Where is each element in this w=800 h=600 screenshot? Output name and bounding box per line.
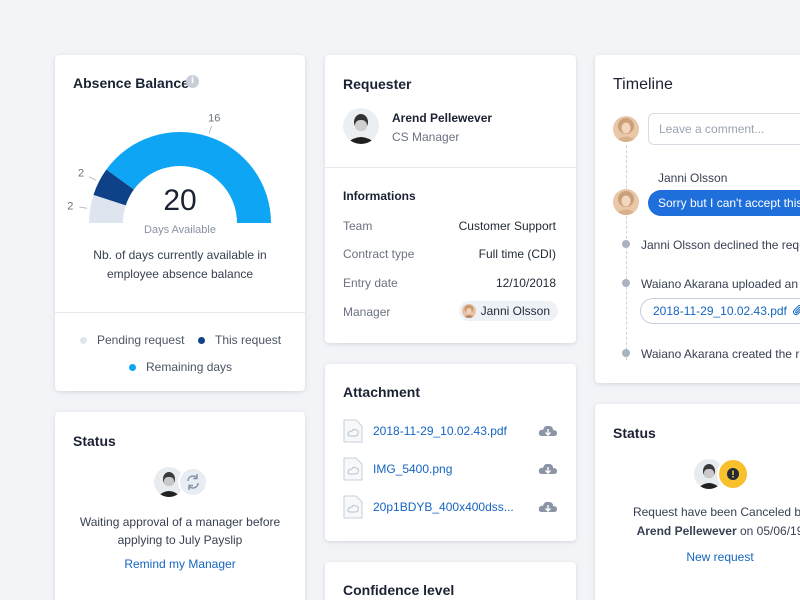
status-card-right: Status Request have been Canceled by Are…: [595, 404, 800, 600]
confidence-title: Confidence level: [343, 582, 455, 598]
attachment-name[interactable]: 20p1BDYB_400x400dss...: [373, 500, 514, 514]
divider: [325, 167, 576, 168]
status-title: Status: [613, 425, 656, 441]
pending-dot: [80, 336, 87, 344]
legend-pending-label: Pending request: [97, 333, 185, 347]
manager-chip[interactable]: Janni Olsson: [458, 301, 558, 321]
gauge-segment-pending: [89, 194, 126, 223]
gauge-segment-this-request: [93, 169, 134, 206]
cancel-detail: Arend Pellewever on 05/06/19: [595, 522, 800, 541]
timeline-title: Timeline: [613, 76, 673, 93]
requester-title: Requester: [343, 76, 412, 92]
download-icon[interactable]: [538, 461, 558, 477]
timeline-event: Janni Olsson declined the request: [641, 238, 800, 252]
attachment-card: Attachment 2018-11-29_10.02.43.pdf IMG_5…: [325, 364, 576, 541]
attachment-name[interactable]: IMG_5400.png: [373, 462, 453, 476]
gauge-label-line: [88, 176, 97, 181]
team-value: Customer Support: [458, 219, 556, 233]
gauge-segment-label: 16: [208, 112, 220, 124]
attachment-title: Attachment: [343, 384, 421, 400]
paperclip-icon: [792, 304, 800, 318]
download-icon[interactable]: [538, 423, 558, 439]
requester-avatar: [343, 108, 379, 144]
user-avatar: [613, 116, 639, 142]
team-label: Team: [343, 219, 373, 233]
status-title: Status: [73, 433, 116, 449]
cancel-line: Request have been Canceled by: [632, 505, 800, 519]
message-author-avatar: [613, 189, 639, 215]
manager-avatar: [461, 304, 476, 318]
legend-remaining: Remaining days: [129, 360, 232, 374]
legend-this-request: This request: [198, 333, 281, 347]
gauge-label-line: [79, 206, 88, 209]
cancel-date: on 05/06/19: [736, 524, 800, 538]
manager-name: Janni Olsson: [480, 304, 550, 318]
attachment-row[interactable]: 2018-11-29_10.02.43.pdf: [343, 418, 558, 444]
new-request-link[interactable]: New request: [686, 550, 754, 564]
entry-date-value: 12/10/2018: [495, 276, 556, 290]
legend-remaining-label: Remaining days: [146, 360, 233, 374]
gauge-segment-label: 2: [78, 168, 84, 180]
entry-date-label: Entry date: [343, 276, 398, 290]
remaining-dot: [129, 363, 136, 371]
manager-label: Manager: [343, 305, 391, 319]
status-card-left: Status Waiting approval of a manager bef…: [55, 412, 305, 600]
attachment-row[interactable]: 20p1BDYB_400x400dss...: [343, 494, 558, 520]
timeline-dot: [622, 279, 630, 287]
gauge-segment-label: 2: [67, 201, 73, 213]
legend-pending: Pending request: [80, 333, 184, 347]
status-message: Waiting approval of a manager before app…: [79, 515, 281, 547]
cancel-by-name: Arend Pellewever: [636, 524, 737, 538]
informations-title: Informations: [343, 189, 416, 203]
refresh-icon[interactable]: [178, 467, 208, 497]
file-icon: [343, 419, 363, 443]
timeline-dot: [622, 240, 630, 248]
days-available-label: Days Available: [144, 224, 216, 236]
attachment-pill[interactable]: 2018-11-29_10.02.43.pdf: [640, 298, 800, 324]
attachment-row[interactable]: IMG_5400.png: [343, 456, 558, 482]
download-icon[interactable]: [538, 499, 558, 515]
absence-gauge: 2 2 16: [67, 112, 271, 223]
timeline-line: [626, 145, 627, 360]
confidence-card: Confidence level: [325, 562, 576, 600]
file-icon: [343, 457, 363, 481]
message-bubble: Sorry but I can't accept this: [648, 190, 800, 216]
requester-role: CS Manager: [392, 130, 460, 144]
comment-input[interactable]: Leave a comment...: [648, 113, 800, 145]
gauge-label-line: [208, 125, 212, 134]
requester-card: Requester Arend Pellewever CS Manager In…: [325, 55, 576, 343]
absence-description: Nb. of days currently available in emplo…: [93, 248, 267, 281]
timeline-card: Timeline Leave a comment... Janni Olsson…: [595, 55, 800, 383]
days-available-count: 20: [163, 184, 197, 217]
timeline-event: Waiano Akarana uploaded an attachment: [641, 277, 800, 291]
timeline-dot: [622, 349, 630, 357]
info-icon[interactable]: i: [186, 75, 199, 88]
remind-manager-link[interactable]: Remind my Manager: [124, 557, 236, 571]
legend-this-request-label: This request: [215, 333, 282, 347]
this-request-dot: [198, 336, 205, 344]
cancel-message: Request have been Canceled by Arend Pell…: [595, 503, 800, 541]
attachment-pill-name: 2018-11-29_10.02.43.pdf: [653, 304, 787, 318]
absence-balance-card: Absence Balance i 2 2 16 20 Days Available…: [55, 55, 305, 391]
message-author: Janni Olsson: [658, 171, 728, 185]
contract-type-value: Full time (CDI): [478, 247, 556, 261]
warning-icon: [717, 458, 749, 490]
timeline-event: Waiano Akarana created the request: [641, 347, 800, 361]
gauge-segment-remaining: [106, 131, 271, 223]
attachment-name[interactable]: 2018-11-29_10.02.43.pdf: [373, 424, 507, 438]
divider: [55, 312, 305, 313]
absence-balance-title: Absence Balance: [73, 75, 189, 91]
requester-name: Arend Pellewever: [392, 111, 493, 125]
file-icon: [343, 495, 363, 519]
contract-type-label: Contract type: [343, 247, 415, 261]
